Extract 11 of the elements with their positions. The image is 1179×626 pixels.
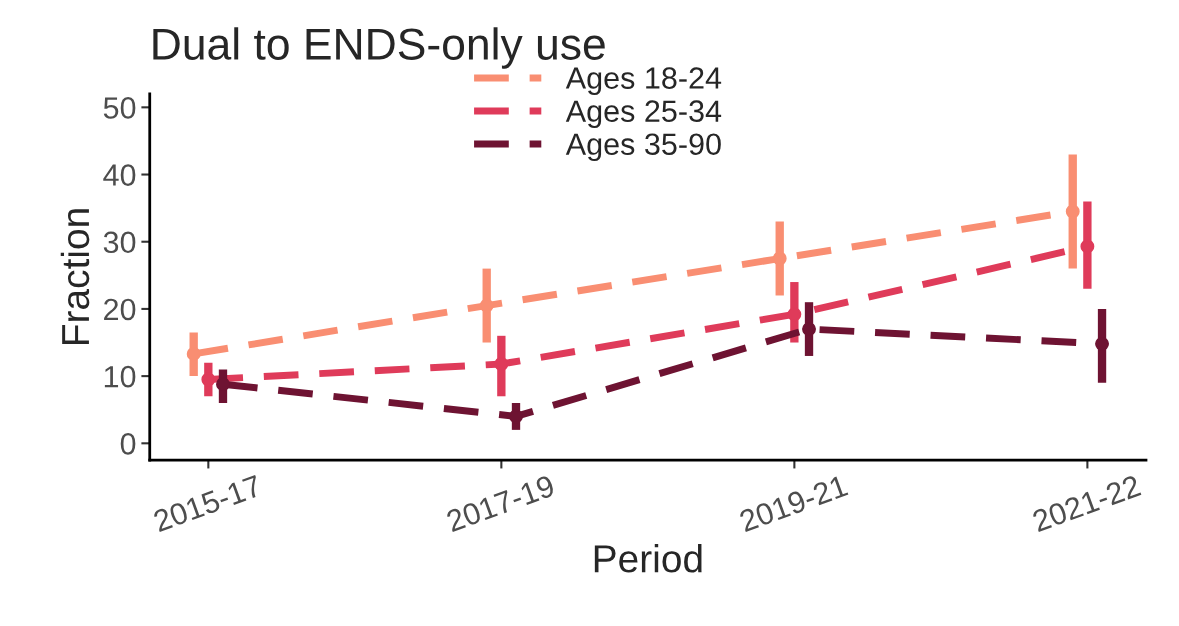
y-tick-label: 40	[103, 164, 136, 186]
legend-label: Ages 25-34	[565, 100, 722, 129]
y-tick-label: 0	[120, 433, 136, 455]
y-tick-label: 30	[103, 231, 136, 254]
legend-label: Ages 35-90	[565, 133, 721, 162]
y-tick-label: 50	[103, 97, 136, 119]
x-axis-title: Period	[594, 543, 702, 573]
y-axis-title: Fraction	[60, 209, 90, 345]
y-tick-label: 20	[104, 298, 136, 321]
y-tick-label: 10	[104, 365, 136, 388]
legend-label: Ages 18-24	[565, 67, 722, 95]
